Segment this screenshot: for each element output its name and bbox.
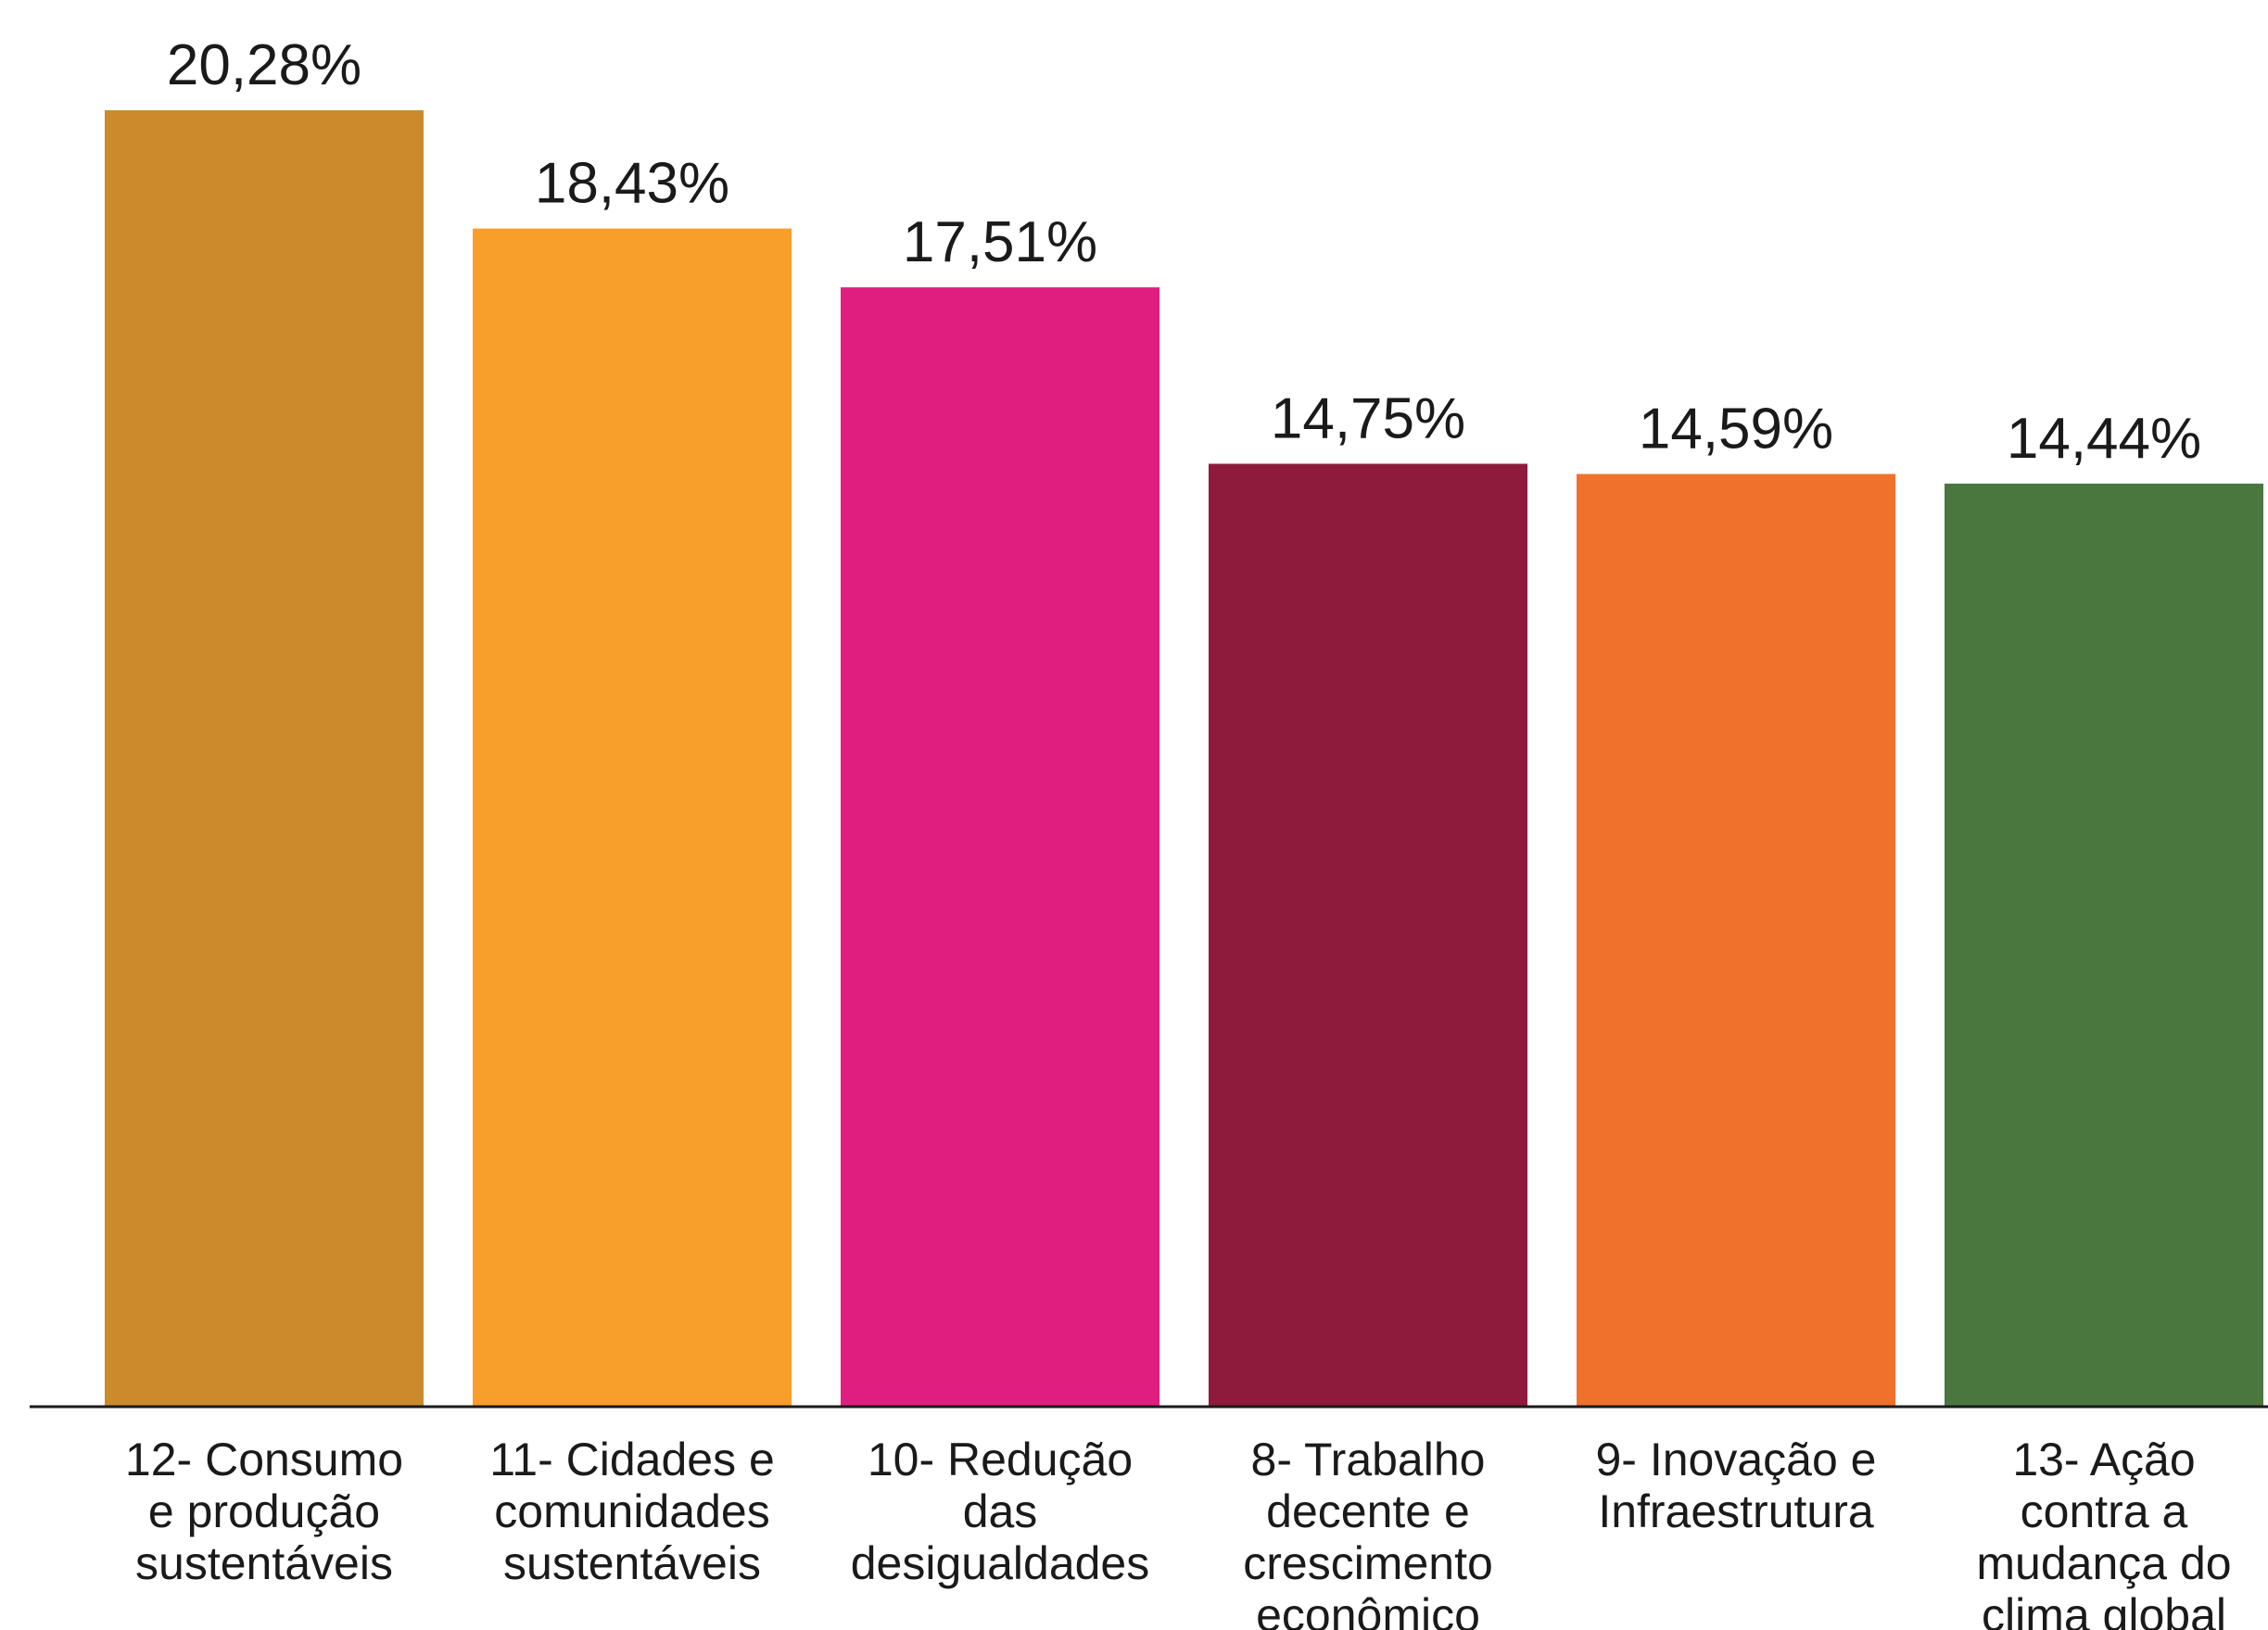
category-label-5-line-0: 13- Ação	[2012, 1434, 2195, 1485]
category-label-4-line-1: Infraestrutura	[1598, 1485, 1874, 1537]
bars-layer	[105, 110, 2263, 1407]
category-label-5-line-3: clima global	[1982, 1589, 2226, 1630]
category-label-5-line-1: contra a	[2021, 1485, 2188, 1537]
category-label-5: 13- Ação contra a mudança do clima global	[1976, 1434, 2231, 1630]
value-label-0: 20,28%	[167, 33, 361, 97]
category-label-1: 11- Cidades e comunidades sustentáveis	[489, 1434, 775, 1589]
category-label-2-line-1: das	[963, 1485, 1038, 1537]
category-label-3: 8- Trabalho decente e crescimento econômico	[1243, 1434, 1493, 1630]
bar-3	[1209, 463, 1527, 1407]
category-label-3-line-2: crescimento	[1243, 1537, 1493, 1589]
category-label-3-line-3: econômico	[1256, 1589, 1480, 1630]
category-label-4: 9- Inovação e Infraestrutura	[1596, 1434, 1877, 1537]
category-label-0-line-1: e produção	[148, 1485, 380, 1537]
category-label-0-line-0: 12- Consumo	[125, 1434, 403, 1485]
value-label-2: 17,51%	[903, 210, 1097, 274]
bar-5	[1945, 484, 2263, 1407]
category-label-4-line-0: 9- Inovação e	[1596, 1434, 1877, 1485]
category-label-1-line-0: 11- Cidades e	[489, 1434, 775, 1485]
category-label-3-line-1: decente e	[1266, 1485, 1470, 1537]
value-label-1: 18,43%	[535, 152, 729, 216]
bar-0	[105, 110, 424, 1407]
category-label-0: 12- Consumo e produção sustentáveis	[125, 1434, 403, 1589]
category-label-1-line-2: sustentáveis	[503, 1537, 761, 1589]
value-label-5: 14,44%	[2007, 407, 2201, 471]
category-label-1-line-1: comunidades	[494, 1485, 769, 1537]
value-labels-layer: 20,28% 18,43% 17,51% 14,75% 14,59% 14,44%	[167, 33, 2201, 471]
value-label-4: 14,59%	[1639, 398, 1833, 461]
value-label-3: 14,75%	[1271, 386, 1465, 450]
bar-4	[1577, 474, 1895, 1407]
category-label-5-line-2: mudança do	[1976, 1537, 2231, 1589]
category-label-3-line-0: 8- Trabalho	[1251, 1434, 1486, 1485]
bar-1	[473, 229, 792, 1407]
category-label-2-line-0: 10- Redução	[868, 1434, 1133, 1485]
bar-2	[841, 287, 1159, 1407]
category-label-0-line-2: sustentáveis	[135, 1537, 393, 1589]
category-label-2-line-2: desigualdades	[851, 1537, 1150, 1589]
category-label-2: 10- Redução das desigualdades	[851, 1434, 1150, 1589]
